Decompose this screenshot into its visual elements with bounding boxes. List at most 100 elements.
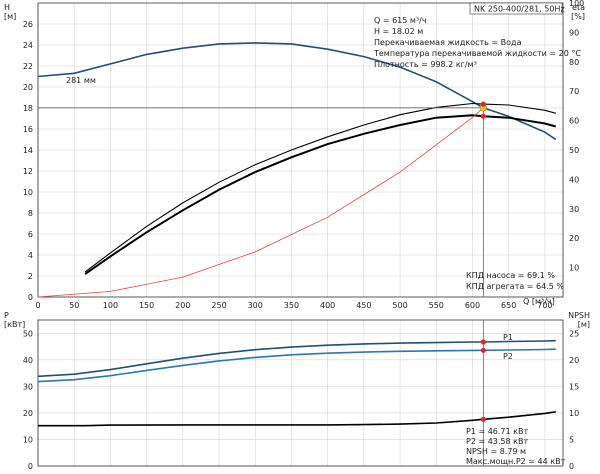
curve-p2 [37, 348, 556, 383]
head-tick-label: 22 [23, 62, 33, 71]
x-tick-label: 50 [69, 301, 79, 310]
x-tick-label: 250 [211, 301, 226, 310]
density-value: Плотность = 998.2 кг/м³ [374, 60, 477, 69]
head-tick-label: 12 [23, 167, 33, 176]
head-tick-label: 18 [23, 104, 33, 113]
power-tick-label: 10 [23, 435, 33, 444]
head-tick-label: 4 [28, 251, 33, 260]
eta-tick-label: 10 [569, 264, 579, 273]
head-tick-label: 14 [23, 146, 33, 155]
head-axis-label: H [м] [4, 3, 16, 21]
head-tick-label: 8 [28, 209, 33, 218]
power-tick-label: 20 [23, 409, 33, 418]
curve-system_curve [37, 107, 484, 298]
x-tick-label: 450 [356, 301, 371, 310]
x-tick-label: 300 [248, 301, 263, 310]
npsh-tick-label: 20 [569, 356, 579, 365]
head-tick-label: 16 [23, 125, 33, 134]
power-tick-label: 0 [28, 462, 33, 471]
x-tick-label: 200 [175, 301, 190, 310]
x-tick-label: 0 [35, 301, 40, 310]
eta-tick-label: 30 [569, 205, 579, 214]
x-tick-labels: 0 50 100 150 200 250 300 350 400 450 500 550 600 650 7… [35, 301, 552, 310]
p2-marker [480, 347, 486, 353]
power-tick-label: 40 [23, 356, 33, 365]
x-tick-label: 350 [284, 301, 299, 310]
head-tick-label: 26 [23, 20, 33, 29]
impeller-diameter-label: 281 мм [66, 76, 96, 85]
curve-eta_pump [84, 102, 556, 273]
pump-efficiency-value: КПД насоса = 69.1 % [466, 271, 555, 280]
eta-axis-label: eta [%] [571, 3, 585, 21]
npsh-tick-label: 15 [569, 382, 579, 391]
npsh-tick-label: 5 [569, 435, 574, 444]
unit-efficiency-value: КПД агрегата = 64.5 % [466, 282, 564, 291]
max-power-value: Макс.мощн.P2 = 44 кВт [466, 457, 566, 466]
curve-npsh [38, 411, 556, 427]
power-plot-frame [37, 319, 564, 467]
flow-value: Q = 615 м³/ч [374, 16, 427, 25]
head-tick-label: 6 [28, 230, 33, 239]
x-tick-label: 400 [320, 301, 335, 310]
head-value: H = 18.02 м [374, 27, 423, 36]
power-tick-label: 50 [23, 329, 33, 338]
title-box [469, 2, 563, 15]
eta-tick-label: 40 [569, 175, 579, 184]
x-tick-label: 650 [501, 301, 516, 310]
p1-value: P1 = 46.71 кВт [466, 427, 528, 436]
npsh-tick-labels: 0 5 10 15 20 25 [569, 329, 579, 471]
operating-markers [479, 101, 487, 119]
power-grid [37, 320, 563, 467]
efficiency-info: КПД насоса = 69.1 % КПД агрегата = 64.5 … [466, 271, 564, 291]
x-tick-label: 100 [103, 301, 118, 310]
eta-tick-label: 50 [569, 146, 579, 155]
eta-tick-label: 70 [569, 87, 579, 96]
npsh-tick-label: 25 [569, 329, 579, 338]
power-info: P1 = 46.71 кВт P2 = 43.58 кВт NPSH = 8.7… [466, 427, 566, 466]
chart-title: NK 250-400/281, 50Hz [474, 5, 565, 14]
curve-p1 [37, 339, 556, 378]
p1-curve-label: P1 [503, 333, 513, 342]
operating-info-top: Q = 615 м³/ч H = 18.02 м Перекачиваемая … [373, 16, 581, 69]
eta-pump-marker [480, 101, 486, 107]
npsh-value: NPSH = 8.79 м [466, 447, 526, 456]
head-tick-label: 20 [23, 83, 33, 92]
power-npsh-panel: 0 10 20 30 40 50 0 5 10 15 20 25 P [кВт] NPSH [м] P1… [4, 311, 590, 471]
curve-eta_unit [84, 114, 557, 275]
head-efficiency-panel: 0 50 100 150 200 250 300 350 400 450 500 550 600 650 7… [4, 0, 585, 310]
eta-tick-labels: 10 20 30 40 50 60 70 80 90 100 [569, 0, 584, 273]
temperature-value: Температура перекачиваемой жидкости = 20… [373, 49, 581, 58]
head-tick-label: 24 [23, 41, 33, 50]
head-tick-label: 2 [28, 272, 33, 281]
liquid-value: Перекачиваемая жидкость = Вода [374, 38, 522, 47]
p2-value: P2 = 43.58 кВт [466, 437, 528, 446]
power-tick-labels: 0 10 20 30 40 50 [23, 329, 33, 471]
power-axis-label: P [кВт] [4, 311, 25, 329]
eta-tick-label: 100 [569, 0, 584, 8]
p2-curve-label: P2 [503, 352, 513, 361]
eta-tick-label: 80 [569, 58, 579, 67]
head-tick-label: 0 [28, 293, 33, 302]
flow-axis-label: Q [м³/ч] [523, 297, 555, 306]
power-tick-label: 30 [23, 382, 33, 391]
operating-guides [38, 107, 484, 297]
eta-tick-label: 20 [569, 234, 579, 243]
eta-tick-label: 60 [569, 117, 579, 126]
npsh-axis-label: NPSH [м] [568, 311, 590, 329]
eta-tick-label: 90 [569, 28, 579, 37]
head-eta-curves [37, 42, 557, 298]
p1-marker [480, 339, 486, 345]
x-tick-label: 150 [139, 301, 154, 310]
head-plot-frame [37, 2, 564, 298]
head-tick-label: 10 [23, 188, 33, 197]
operating-markers-lower [480, 339, 486, 422]
power-npsh-curves [37, 339, 556, 427]
npsh-marker [480, 416, 486, 422]
x-tick-label: 500 [392, 301, 407, 310]
x-tick-label: 700 [537, 301, 552, 310]
x-tick-label: 550 [429, 301, 444, 310]
x-tick-label: 600 [465, 301, 480, 310]
curve-head [37, 42, 557, 141]
